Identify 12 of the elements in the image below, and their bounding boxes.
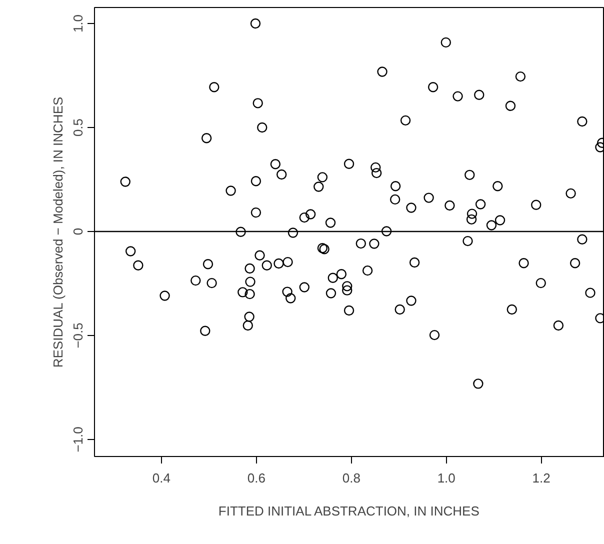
y-tick-label: 0.5	[70, 118, 86, 137]
y-tick-label: −0.5	[70, 322, 86, 348]
x-tick-label: 0.8	[342, 470, 360, 486]
y-tick-label: −1.0	[70, 426, 86, 452]
y-axis-title: RESIDUAL (Observed − Modeled), IN INCHES	[50, 96, 66, 368]
x-tick-label: 0.4	[152, 470, 170, 486]
x-axis-title: FITTED INITIAL ABSTRACTION, IN INCHES	[218, 504, 480, 518]
x-tick-label: 1.0	[437, 470, 456, 486]
y-tick-label: 1.0	[70, 14, 86, 33]
x-tick-label: 1.2	[532, 470, 550, 486]
x-tick-label: 0.6	[247, 470, 266, 486]
y-tick-label: 0	[70, 228, 86, 236]
